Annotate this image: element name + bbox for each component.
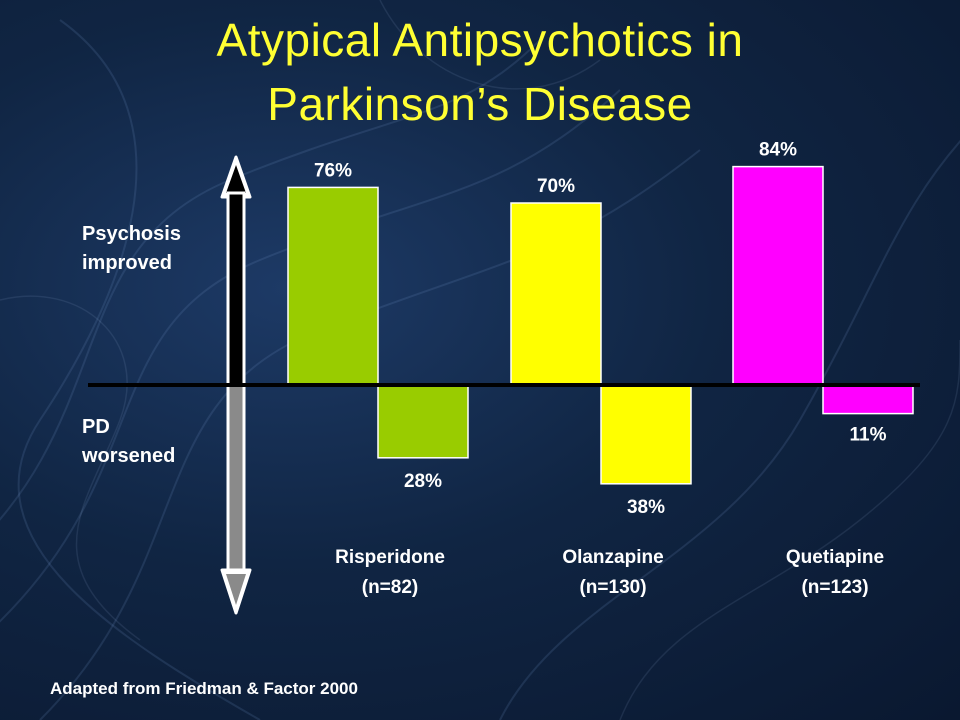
risperidone-improved-value-label: 76%: [314, 160, 352, 181]
pd-worsened-label-line-1: PD: [82, 416, 110, 438]
page-title-line-2: Parkinson’s Disease: [267, 78, 693, 130]
risperidone-sample-size-label: (n=82): [362, 577, 419, 598]
quetiapine-worsened-bar: [822, 384, 914, 415]
page-title-line-1: Atypical Antipsychotics in: [216, 14, 744, 66]
pd-worsened-label: PD worsened: [82, 413, 175, 471]
olanzapine-improved-bar: [510, 202, 602, 386]
quetiapine-category-label: Quetiapine: [786, 547, 884, 568]
olanzapine-worsened-bar: [600, 384, 692, 485]
source-citation: Adapted from Friedman & Factor 2000: [50, 679, 358, 698]
olanzapine-category-label: Olanzapine: [562, 547, 663, 568]
risperidone-worsened-bar: [377, 384, 469, 459]
olanzapine-improved-value-label: 70%: [537, 176, 575, 197]
direction-double-arrow-icon: [220, 155, 252, 615]
risperidone-improved-bar: [287, 186, 379, 386]
risperidone-category-label: Risperidone: [335, 547, 445, 568]
quetiapine-sample-size-label: (n=123): [801, 577, 868, 598]
psychosis-improved-label-line-1: Psychosis: [82, 223, 181, 245]
psychosis-improved-label-line-2: improved: [82, 252, 173, 274]
quetiapine-improved-bar: [732, 165, 824, 386]
psychosis-improved-label: Psychosis improved: [82, 220, 181, 278]
risperidone-worsened-value-label: 28%: [404, 471, 442, 492]
olanzapine-worsened-value-label: 38%: [627, 497, 665, 518]
olanzapine-sample-size-label: (n=130): [579, 577, 646, 598]
quetiapine-improved-value-label: 84%: [759, 140, 797, 161]
quetiapine-worsened-value-label: 11%: [850, 425, 887, 446]
pd-worsened-label-line-2: worsened: [82, 445, 176, 467]
